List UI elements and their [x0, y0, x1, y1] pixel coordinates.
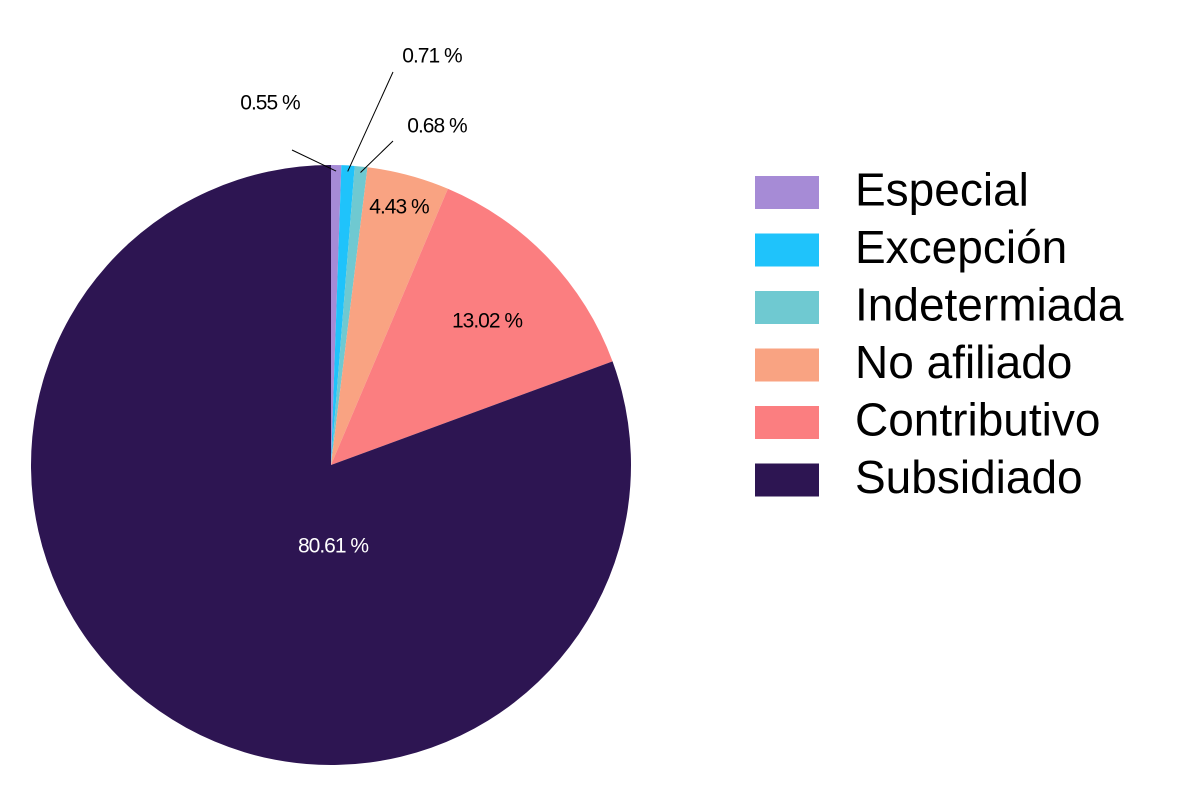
legend-swatch-no-afiliado: [755, 348, 819, 382]
legend-label-especial: Especial: [855, 164, 1029, 216]
pie-slices: [30, 164, 632, 765]
legend-label-indetermiada: Indetermiada: [855, 279, 1124, 331]
pie-slice-excepcion: [331, 165, 355, 465]
legend-swatch-contributivo: [755, 406, 819, 439]
pie-slice-subsidiado: [30, 164, 632, 765]
pie-slice-no-afiliado: [331, 167, 448, 465]
leader-line-excepcion: [347, 71, 394, 172]
pie-slice-contributivo: [331, 188, 613, 465]
slice-label-excepcion: 0.71 %: [402, 45, 462, 68]
pie-slice-indetermiada: [331, 165, 368, 466]
slice-label-especial: 0.55 %: [240, 92, 300, 115]
slice-label-subsidiado: 80.61 %: [298, 535, 368, 558]
legend-swatch-excepcion: [755, 233, 819, 267]
slice-label-indetermiada: 0.68 %: [407, 115, 467, 138]
legend-swatch-especial: [755, 176, 819, 209]
slice-labels: 0.55 % 0.71 % 0.68 % 4.43 % 13.02 % 80.61 %: [240, 45, 523, 558]
legend-label-contributivo: Contributivo: [855, 394, 1100, 446]
slice-label-contributivo: 13.02 %: [452, 310, 522, 333]
pie-slice-especial: [331, 165, 342, 465]
slice-label-no-afiliado: 4.43 %: [369, 196, 429, 219]
leader-lines: [291, 71, 394, 173]
legend-swatch-indetermiada: [755, 291, 819, 324]
legend-label-excepcion: Excepción: [855, 221, 1067, 273]
legend-swatch-subsidiado: [755, 463, 819, 497]
legend-label-no-afiliado: No afiliado: [855, 336, 1072, 388]
leader-line-indetermiada: [360, 140, 394, 173]
leader-line-especial: [291, 149, 337, 172]
legend-label-subsidiado: Subsidiado: [855, 451, 1083, 503]
